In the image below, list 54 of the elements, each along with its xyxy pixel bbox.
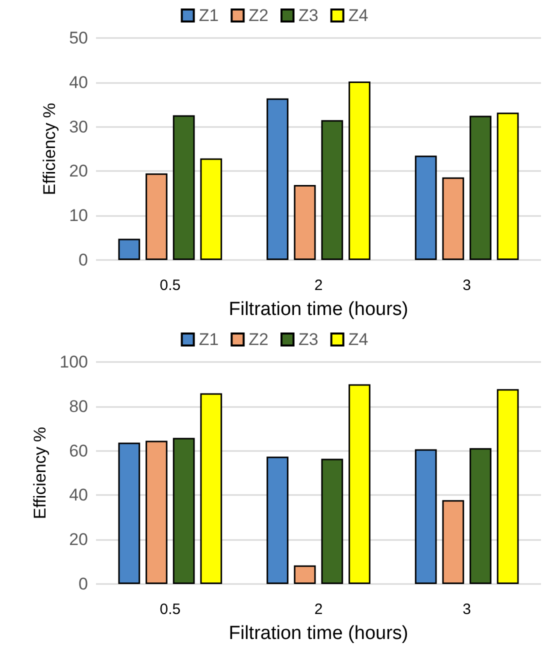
bar	[146, 173, 168, 260]
bar	[442, 500, 464, 584]
y-axis-title: Efficiency %	[30, 426, 50, 520]
bar	[496, 389, 519, 584]
x-axis-title: Filtration time (hours)	[228, 623, 408, 644]
y-tick-label: 20	[69, 162, 88, 181]
bar	[294, 565, 316, 584]
x-tick-label: 2	[314, 277, 323, 294]
x-tick-label: 2	[314, 601, 323, 618]
y-tick-label: 100	[60, 352, 88, 372]
x-axis-title: Filtration time (hours)	[228, 299, 408, 320]
y-tick-label: 0	[78, 250, 88, 270]
x-tick-label: 3	[462, 277, 472, 294]
bar	[496, 112, 519, 260]
legend-label: Z3	[298, 6, 318, 25]
bar	[321, 120, 344, 260]
y-tick-label: 0	[78, 574, 88, 594]
bar	[442, 177, 464, 260]
bar	[200, 158, 222, 260]
y-tick-label: 40	[69, 486, 88, 505]
bar	[200, 393, 222, 584]
bar	[414, 449, 437, 584]
legend-label: Z4	[348, 330, 368, 349]
bar	[321, 458, 344, 584]
bar	[266, 456, 288, 584]
legend-label: Z1	[198, 6, 219, 25]
y-axis-title: Efficiency %	[40, 102, 60, 196]
bar	[414, 156, 437, 260]
bar	[146, 440, 168, 584]
y-tick-label: 50	[69, 28, 88, 48]
y-tick-label: 20	[69, 530, 88, 550]
legend-label: Z3	[298, 330, 318, 349]
y-tick-label: 80	[69, 396, 88, 416]
x-tick-label: 3	[462, 601, 472, 618]
legend-label: Z2	[248, 330, 269, 349]
legend-label: Z2	[248, 6, 269, 25]
bar	[172, 438, 195, 584]
bar	[470, 116, 492, 260]
bar	[266, 98, 288, 260]
bar	[348, 384, 370, 584]
bar	[172, 115, 195, 260]
x-tick-label: 0.5	[160, 277, 181, 294]
y-tick-label: 30	[69, 117, 88, 136]
y-tick-label: 60	[69, 441, 88, 460]
y-tick-label: 10	[69, 206, 88, 226]
bar	[294, 184, 316, 260]
legend-label: Z1	[198, 330, 219, 349]
x-tick-label: 0.5	[160, 601, 181, 618]
y-tick-label: 40	[69, 72, 88, 92]
bar	[470, 448, 492, 584]
bar	[118, 442, 140, 584]
bar	[348, 82, 370, 260]
bar	[118, 238, 140, 260]
legend-label: Z4	[348, 6, 368, 25]
